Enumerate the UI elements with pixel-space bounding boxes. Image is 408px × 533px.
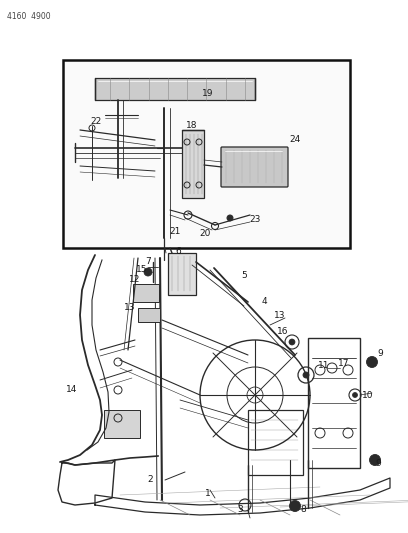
Text: 16: 16 [277,327,289,336]
Bar [95,78,255,100]
Bar [63,60,350,248]
Circle shape [353,392,357,398]
Text: 4: 4 [261,297,267,306]
Text: 5: 5 [241,271,247,280]
Text: 23: 23 [249,215,261,224]
Bar [182,130,204,198]
Text: 14: 14 [67,385,78,394]
Bar [168,253,196,295]
Text: 8: 8 [300,505,306,514]
Text: 3: 3 [237,505,243,514]
Circle shape [370,455,381,465]
Text: 17: 17 [338,359,350,368]
Text: 6: 6 [175,246,181,255]
Circle shape [144,268,152,276]
Text: 7: 7 [145,256,151,265]
Text: 19: 19 [202,90,214,99]
Bar [248,410,303,475]
Text: 12: 12 [129,276,141,285]
Circle shape [303,372,309,378]
Text: 9: 9 [377,350,383,359]
Circle shape [290,500,301,512]
Text: 13: 13 [274,311,286,320]
Text: 24: 24 [289,135,301,144]
Circle shape [366,357,377,367]
Circle shape [289,339,295,345]
Text: 10: 10 [362,392,374,400]
Bar [138,308,160,322]
Circle shape [227,215,233,221]
Bar [308,338,360,468]
Text: 4160  4900: 4160 4900 [7,12,51,21]
Text: 22: 22 [90,117,101,126]
Text: 9: 9 [375,459,381,469]
Text: 11: 11 [318,361,330,370]
Text: 20: 20 [200,229,211,238]
Bar [133,284,159,302]
Text: 15: 15 [136,264,148,273]
Text: 13: 13 [124,303,136,311]
Bar [104,410,140,438]
FancyBboxPatch shape [221,147,288,187]
Text: 1: 1 [205,489,211,498]
Text: 2: 2 [147,475,153,484]
Text: 18: 18 [186,120,198,130]
Text: 21: 21 [169,228,181,237]
